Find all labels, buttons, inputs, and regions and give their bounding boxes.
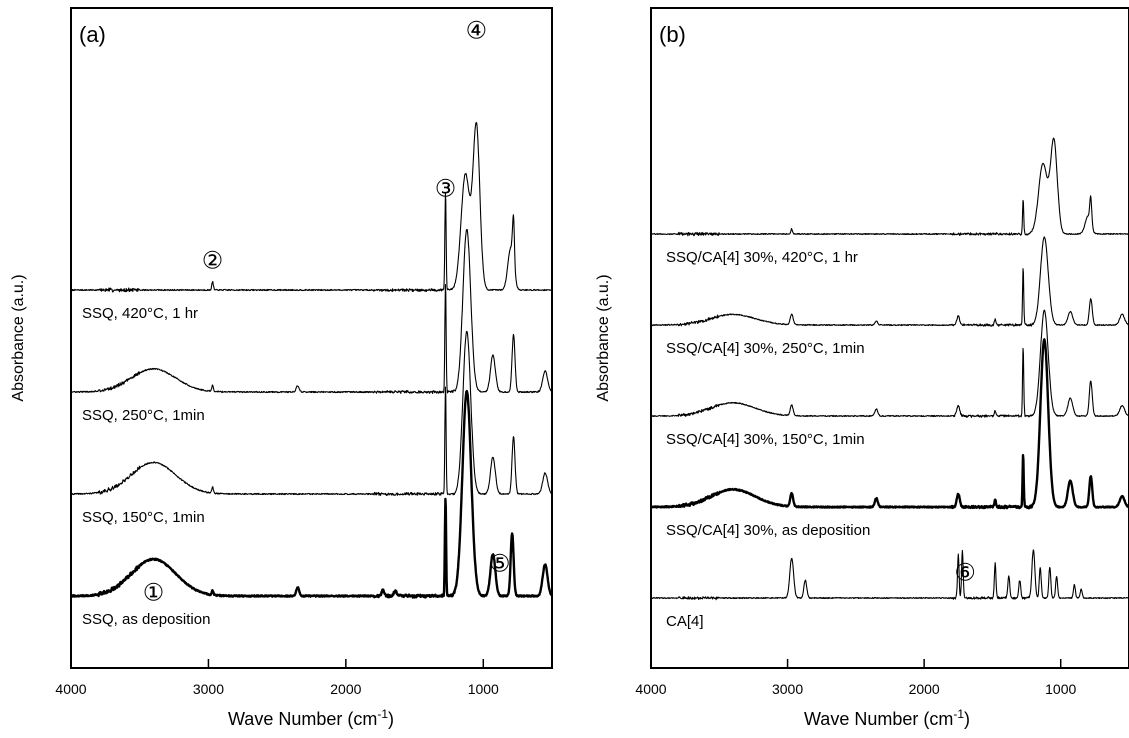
peak-marker: ② — [202, 247, 224, 274]
panel-a-peak-markers: ① ② ③ ④ ⑤ — [143, 17, 511, 606]
panel-b-peak-markers: ⑥ — [954, 559, 976, 586]
peak-marker: ③ — [435, 175, 457, 202]
series-label: SSQ, 420°C, 1 hr — [82, 305, 198, 322]
series-label: SSQ, 250°C, 1min — [82, 407, 205, 424]
series-label: SSQ, 150°C, 1min — [82, 509, 205, 526]
x-tick-label: 1000 — [1045, 681, 1076, 697]
panel-b-x-tick-labels: 4000 3000 2000 1000 — [635, 681, 1076, 697]
series-label: SSQ/CA[4] 30%, as deposition — [666, 522, 870, 539]
x-tick-label: 4000 — [55, 681, 86, 697]
panel-a-series-labels: SSQ, 420°C, 1 hr SSQ, 250°C, 1min SSQ, 150… — [82, 305, 210, 628]
series-label: SSQ, as deposition — [82, 611, 210, 628]
series-line — [70, 330, 553, 497]
panel-b-x-ticks — [650, 659, 1062, 668]
panel-a-x-ticks — [70, 659, 485, 668]
series-line — [650, 549, 1129, 601]
panel-b-frame — [650, 7, 1129, 669]
x-tick-label: 3000 — [772, 681, 803, 697]
series-label: SSQ/CA[4] 30%, 250°C, 1min — [666, 340, 865, 357]
panel-a-xlabel: Wave Number (cm-1) — [228, 707, 394, 729]
peak-marker: ⑤ — [489, 550, 511, 577]
panel-b-series — [650, 137, 1129, 601]
panel-a-ylabel: Absorbance (a.u.) — [10, 274, 27, 401]
peak-marker: ⑥ — [954, 559, 976, 586]
panel-b: (b) 4000 3000 2000 1000 SSQ/CA[4] 30%, 420°… — [595, 7, 1129, 729]
x-tick-label: 1000 — [468, 681, 499, 697]
series-line — [70, 229, 552, 395]
peak-marker: ④ — [466, 17, 488, 44]
panel-a: (a) 4000 3000 2000 1000 SSQ, 420°C, 1 hrSSQ… — [10, 7, 553, 729]
x-tick-label: 2000 — [330, 681, 361, 697]
series-label: CA[4] — [666, 613, 704, 630]
panel-b-series-labels: SSQ/CA[4] 30%, 420°C, 1 hr SSQ/CA[4] 30%,… — [666, 249, 870, 630]
peak-marker: ① — [143, 579, 165, 606]
x-tick-label: 4000 — [635, 681, 666, 697]
series-line — [650, 236, 1129, 327]
series-label: SSQ/CA[4] 30%, 420°C, 1 hr — [666, 249, 858, 266]
series-label: SSQ/CA[4] 30%, 150°C, 1min — [666, 431, 865, 448]
series-line — [70, 389, 553, 599]
panel-b-label: (b) — [659, 22, 686, 47]
panel-a-series — [70, 121, 553, 599]
panel-b-ylabel: Absorbance (a.u.) — [595, 274, 612, 401]
series-line — [650, 338, 1129, 510]
series-line — [70, 121, 553, 293]
series-line — [650, 137, 1129, 237]
panel-b-xlabel: Wave Number (cm-1) — [804, 707, 970, 729]
series-line — [650, 309, 1129, 418]
panel-a-label: (a) — [79, 22, 106, 47]
x-tick-label: 3000 — [193, 681, 224, 697]
x-tick-label: 2000 — [909, 681, 940, 697]
panel-a-x-tick-labels: 4000 3000 2000 1000 — [55, 681, 499, 697]
panel-a-frame — [70, 7, 553, 669]
